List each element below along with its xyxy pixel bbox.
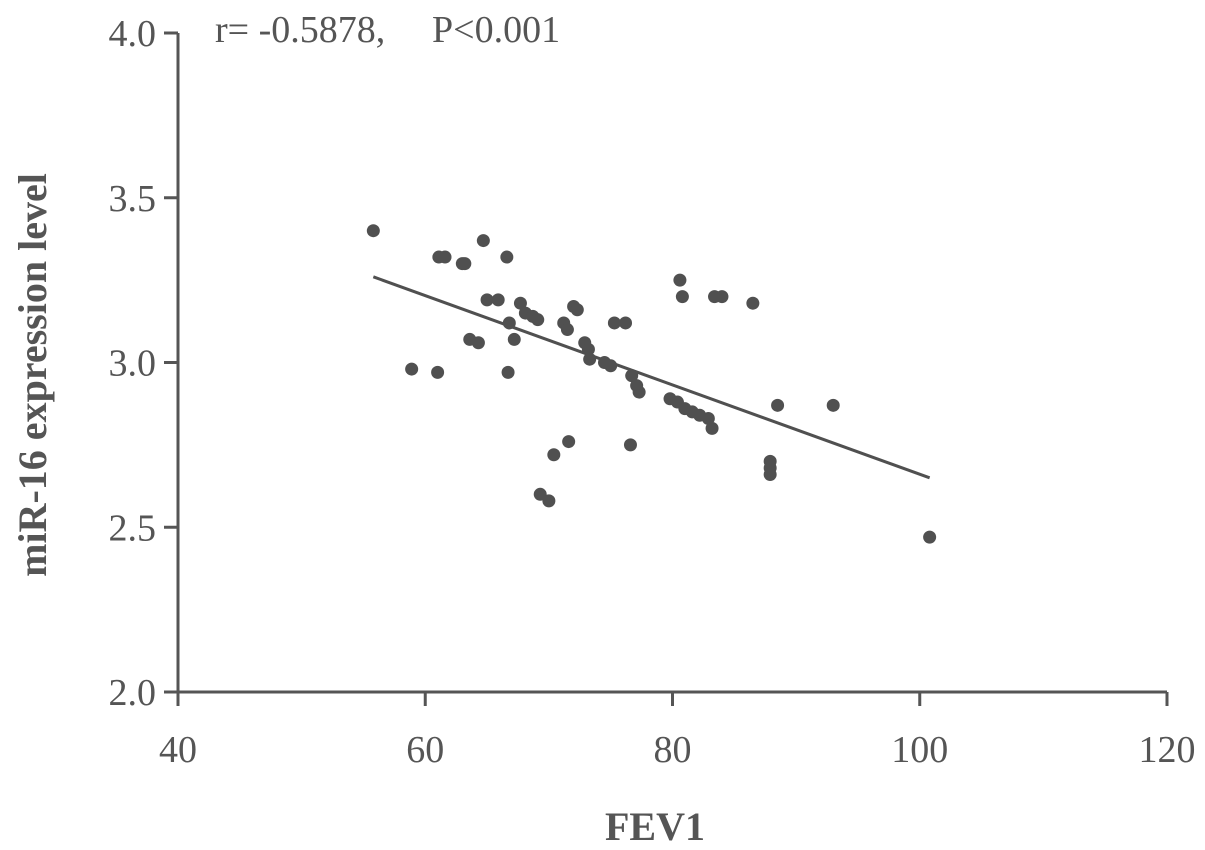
y-tick-label: 2.0: [109, 672, 157, 714]
data-point: [547, 448, 561, 462]
y-tick-label: 3.5: [109, 178, 157, 220]
y-tick-label: 3.0: [109, 343, 157, 385]
data-point: [458, 257, 472, 271]
data-point: [625, 369, 639, 383]
data-point: [763, 468, 777, 482]
data-point: [366, 224, 380, 238]
data-point: [705, 421, 719, 435]
data-point: [405, 362, 419, 376]
data-point: [431, 365, 445, 379]
axes: [176, 33, 1167, 694]
data-point: [491, 293, 505, 307]
data-point: [476, 234, 490, 248]
data-point: [581, 342, 595, 356]
x-tick-label: 120: [1139, 729, 1196, 771]
x-tick-label: 100: [891, 729, 948, 771]
data-point: [513, 296, 527, 310]
x-tick-label: 40: [159, 729, 197, 771]
data-point: [583, 352, 597, 366]
data-point: [507, 332, 521, 346]
data-point: [826, 398, 840, 412]
data-point: [542, 494, 556, 508]
data-point: [562, 435, 576, 449]
data-point: [673, 273, 687, 287]
data-point: [570, 303, 584, 317]
x-tick-label: 80: [654, 729, 692, 771]
data-point: [675, 290, 689, 304]
y-axis-title: miR-16 expression level: [10, 173, 55, 577]
data-point: [500, 250, 514, 264]
data-point: [560, 323, 574, 337]
correlation-r-text: r= -0.5878,: [215, 9, 385, 51]
data-point: [701, 412, 715, 426]
data-point: [502, 316, 516, 330]
trendline-group: [372, 275, 931, 480]
data-point: [480, 293, 494, 307]
data-point: [501, 365, 515, 379]
data-point: [632, 385, 646, 399]
data-point: [531, 313, 545, 327]
data-point: [771, 398, 785, 412]
y-tick-label: 4.0: [109, 13, 157, 55]
data-point: [604, 359, 618, 373]
data-points: [366, 224, 937, 544]
data-point: [923, 530, 937, 544]
x-axis-title: FEV1: [605, 804, 705, 849]
data-point: [607, 316, 621, 330]
data-point: [471, 336, 485, 350]
data-point: [746, 296, 760, 310]
y-tick-label: 2.5: [109, 507, 157, 549]
data-point: [619, 316, 633, 330]
ticks: 40 60 80 100 120 2.0 2.5 3.0 3.5 4.0: [109, 13, 1196, 771]
x-tick-label: 60: [406, 729, 444, 771]
regression-line: [372, 275, 931, 480]
data-point: [623, 438, 637, 452]
data-point: [715, 290, 729, 304]
data-point: [438, 250, 452, 264]
p-value-text: P<0.001: [432, 9, 560, 51]
